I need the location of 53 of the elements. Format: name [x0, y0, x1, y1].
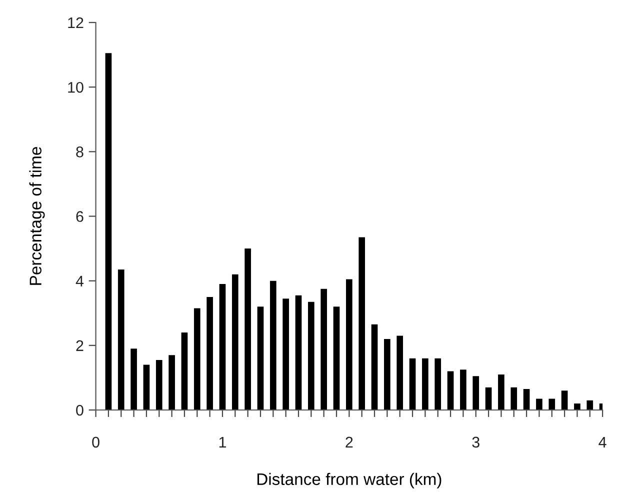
y-tick-label: 6 [76, 211, 84, 222]
y-tick-label: 12 [68, 17, 84, 28]
bar [346, 279, 352, 410]
y-tick-label: 2 [76, 340, 84, 351]
y-tick-label: 0 [76, 404, 84, 416]
bar [295, 295, 302, 410]
bar [282, 298, 289, 410]
bar [143, 364, 150, 410]
bar [460, 370, 466, 410]
bar [270, 280, 276, 410]
bar [447, 371, 454, 410]
bar [409, 358, 416, 410]
x-tick-label: 0 [92, 436, 100, 448]
x-tick-label: 1 [219, 436, 226, 448]
x-axis-title: Distance from water (km) [257, 472, 442, 488]
bar [548, 398, 556, 410]
bar [371, 324, 378, 410]
bar [232, 274, 238, 410]
bar [561, 390, 568, 410]
bar [498, 374, 504, 410]
bar [168, 355, 175, 410]
bar [472, 376, 480, 410]
y-axis-title: Percentage of time [29, 147, 45, 285]
x-tick-label: 4 [598, 436, 606, 448]
x-tick-label: 2 [346, 436, 353, 448]
bar [244, 248, 251, 410]
bar [308, 302, 314, 410]
bar [396, 336, 404, 410]
bar [384, 338, 390, 410]
y-tick-label: 4 [76, 276, 84, 286]
bar [523, 389, 530, 410]
bar [320, 288, 327, 410]
bar [422, 358, 428, 410]
bar [586, 400, 594, 410]
bar [485, 387, 492, 410]
bar [434, 358, 442, 410]
bar [181, 332, 188, 410]
bar [118, 270, 124, 410]
y-tick-label: 8 [76, 146, 84, 158]
bar [194, 308, 200, 410]
bar [219, 284, 226, 410]
bar [257, 306, 264, 410]
bar [130, 348, 137, 410]
bar [574, 404, 580, 410]
y-tick-label: 10 [68, 82, 84, 93]
x-tick-label: 3 [472, 436, 480, 448]
bar [105, 53, 112, 410]
bar [156, 360, 162, 410]
bar [536, 398, 542, 410]
bar [333, 306, 340, 410]
bar [510, 387, 518, 410]
bar [206, 296, 213, 410]
bar [358, 237, 366, 410]
